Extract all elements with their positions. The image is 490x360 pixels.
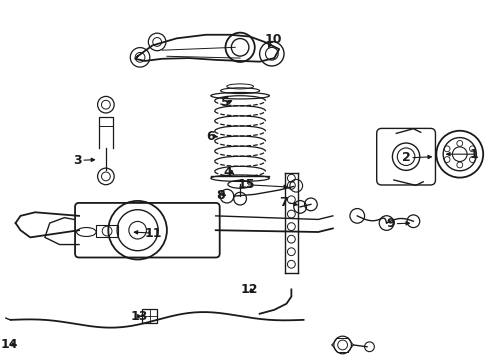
Text: 4: 4 bbox=[223, 166, 232, 179]
Text: 8: 8 bbox=[217, 189, 225, 202]
Text: 15: 15 bbox=[238, 178, 255, 191]
Bar bbox=[96, 225, 118, 237]
Text: 9: 9 bbox=[387, 217, 395, 230]
Text: 5: 5 bbox=[220, 96, 229, 109]
Text: 13: 13 bbox=[130, 310, 147, 323]
Text: 14: 14 bbox=[1, 338, 19, 351]
Text: 11: 11 bbox=[145, 226, 163, 239]
Text: 2: 2 bbox=[402, 151, 411, 164]
Bar bbox=[143, 309, 157, 323]
Text: 1: 1 bbox=[469, 148, 478, 161]
Text: 12: 12 bbox=[240, 283, 258, 296]
Text: 6: 6 bbox=[206, 130, 215, 143]
Text: 10: 10 bbox=[265, 33, 282, 46]
Text: 3: 3 bbox=[73, 154, 82, 167]
Text: 7: 7 bbox=[279, 196, 288, 209]
